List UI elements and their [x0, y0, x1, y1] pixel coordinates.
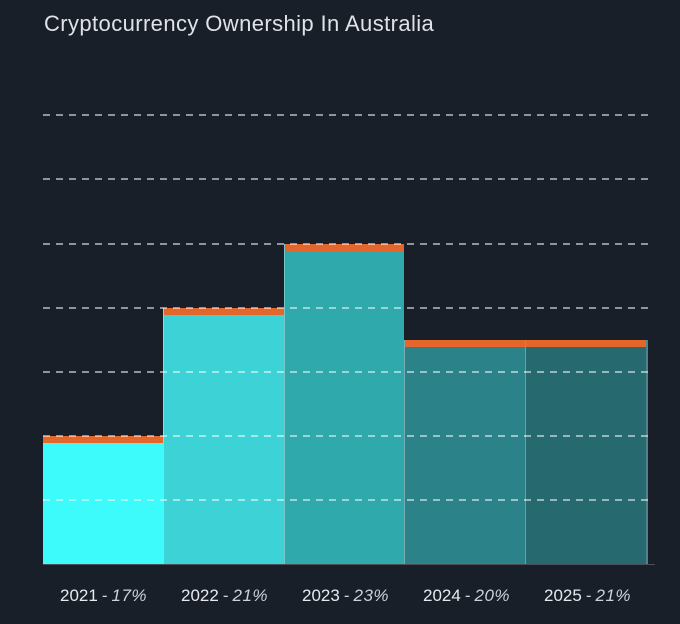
bar-group [43, 0, 648, 564]
x-label-year: 2023 [301, 586, 340, 605]
x-label-year: 2024 [422, 586, 461, 605]
chart-title: Cryptocurrency Ownership In Australia [44, 11, 435, 36]
bar-2023 [283, 243, 405, 564]
x-label-2022: 2022-21% [164, 586, 285, 606]
bar-cap-2023 [284, 243, 405, 251]
x-label-separator: - [343, 586, 350, 605]
bar-cap-2021 [43, 435, 163, 443]
bar-2025 [525, 339, 648, 564]
x-label-percent: 23% [353, 586, 390, 605]
x-label-percent: 17% [111, 586, 148, 605]
plot-area [43, 0, 655, 565]
bar-cap-2025 [526, 339, 646, 347]
x-label-year: 2021 [59, 586, 98, 605]
x-label-year: 2022 [180, 586, 219, 605]
x-label-separator: - [464, 586, 471, 605]
x-label-year: 2025 [543, 586, 582, 605]
bar-2022 [162, 307, 284, 564]
bar-2024 [404, 339, 526, 564]
x-axis-labels: 2021-17% 2022-21% 2023-23% 2024-20% 2025-21% [43, 586, 648, 606]
x-label-2024: 2024-20% [406, 586, 527, 606]
bar-cap-2022 [163, 307, 284, 315]
x-label-percent: 21% [595, 586, 632, 605]
x-label-separator: - [101, 586, 108, 605]
x-label-percent: 20% [474, 586, 511, 605]
x-label-separator: - [585, 586, 592, 605]
bar-2021 [43, 435, 163, 564]
bar-cap-2024 [405, 339, 526, 347]
x-label-2025: 2025-21% [527, 586, 648, 606]
x-label-2023: 2023-23% [285, 586, 406, 606]
x-label-separator: - [222, 586, 229, 605]
x-axis-baseline [43, 563, 655, 565]
x-label-percent: 21% [232, 586, 269, 605]
x-label-2021: 2021-17% [43, 586, 164, 606]
